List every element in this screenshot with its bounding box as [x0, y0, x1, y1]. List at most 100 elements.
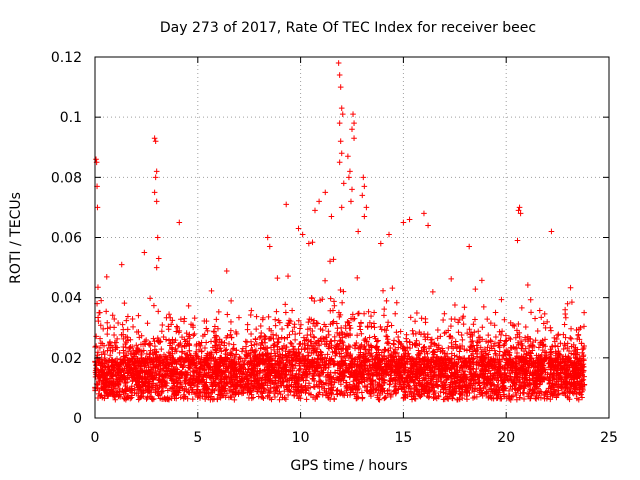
data-point — [97, 322, 104, 329]
data-point — [339, 299, 345, 306]
data-point — [562, 392, 569, 399]
data-point — [321, 385, 328, 392]
data-point — [394, 299, 400, 306]
data-point — [498, 296, 505, 303]
data-point — [364, 324, 371, 330]
data-point — [459, 337, 466, 343]
data-point — [308, 316, 314, 323]
data-point — [569, 389, 576, 396]
data-point — [184, 352, 191, 358]
data-point — [228, 350, 235, 357]
data-point — [119, 321, 126, 328]
data-point — [503, 332, 509, 339]
data-point — [274, 275, 281, 281]
data-point — [578, 340, 585, 347]
data-point — [532, 315, 538, 322]
data-point — [371, 324, 378, 331]
data-point — [468, 339, 474, 345]
data-point — [521, 396, 527, 402]
data-point — [483, 338, 489, 344]
data-point — [257, 334, 263, 341]
data-point — [461, 346, 468, 352]
data-point — [208, 288, 215, 294]
data-point — [430, 391, 437, 397]
data-point — [202, 345, 208, 351]
data-point — [295, 350, 302, 356]
data-point — [129, 316, 136, 322]
data-point — [534, 328, 541, 334]
data-point — [529, 362, 535, 369]
data-point — [273, 332, 280, 339]
data-point — [296, 330, 303, 337]
data-point — [330, 256, 337, 263]
data-point — [226, 341, 232, 347]
data-point — [549, 343, 556, 350]
data-point — [378, 326, 385, 333]
data-point — [290, 343, 296, 350]
data-point — [464, 347, 470, 354]
data-point — [388, 322, 395, 329]
data-point — [279, 345, 286, 352]
data-point — [113, 376, 120, 382]
data-point — [311, 334, 318, 341]
data-point — [479, 277, 485, 284]
data-point — [213, 349, 220, 356]
data-point — [553, 381, 559, 388]
data-point — [319, 391, 326, 398]
data-point — [138, 333, 145, 339]
data-point — [408, 361, 415, 368]
data-point — [188, 321, 194, 328]
data-point — [215, 325, 221, 332]
data-point — [130, 324, 136, 330]
data-point — [95, 349, 101, 355]
data-point — [286, 387, 293, 394]
data-point — [248, 307, 255, 314]
data-point — [314, 320, 321, 327]
data-point — [356, 310, 362, 317]
data-point — [468, 376, 474, 382]
data-point — [289, 328, 296, 335]
data-point — [215, 391, 221, 398]
data-point — [412, 318, 418, 325]
data-point — [125, 313, 131, 320]
data-point — [159, 328, 165, 335]
data-point — [325, 395, 332, 401]
data-point — [448, 376, 455, 382]
data-point — [319, 296, 326, 303]
data-point — [422, 319, 429, 326]
data-point — [485, 395, 492, 401]
data-point — [265, 314, 272, 320]
data-point — [404, 379, 411, 386]
data-point — [538, 314, 545, 321]
data-point — [552, 338, 558, 345]
data-point — [248, 342, 255, 349]
data-point — [175, 342, 181, 349]
data-point — [275, 339, 282, 345]
data-point — [97, 335, 103, 342]
data-point — [221, 361, 228, 368]
data-point — [347, 325, 354, 331]
data-point — [409, 327, 416, 334]
data-point — [454, 353, 460, 360]
data-point — [151, 396, 157, 402]
data-point — [494, 356, 501, 362]
data-point — [309, 295, 315, 302]
data-point — [557, 340, 564, 347]
data-point — [538, 395, 544, 401]
data-point — [441, 310, 448, 317]
data-point — [413, 330, 419, 337]
data-point — [381, 312, 387, 319]
data-point — [418, 315, 425, 322]
data-point — [222, 394, 229, 400]
data-point — [568, 336, 574, 342]
data-point — [358, 330, 365, 337]
data-point — [484, 316, 491, 322]
data-point — [532, 395, 539, 401]
data-point — [542, 343, 548, 350]
data-point — [178, 316, 184, 323]
data-point — [542, 325, 549, 331]
data-point — [203, 325, 210, 332]
data-point — [391, 384, 397, 390]
data-point — [286, 317, 292, 324]
